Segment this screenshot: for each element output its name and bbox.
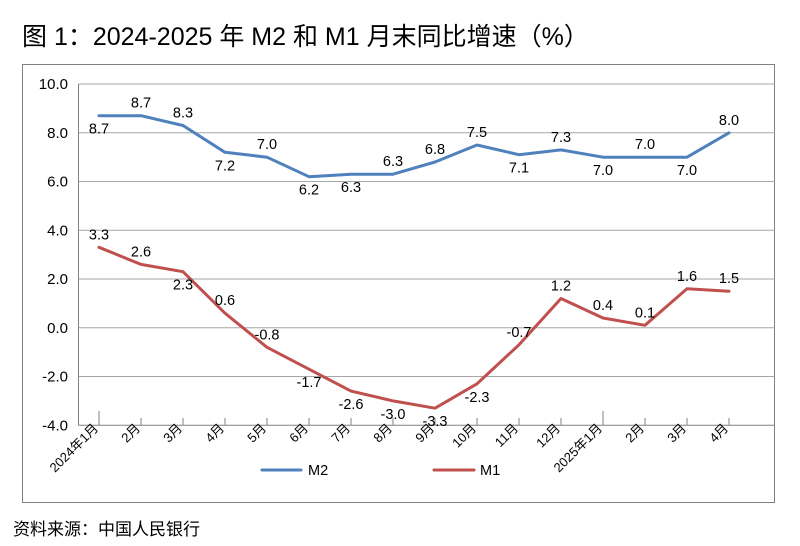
svg-text:6月: 6月 xyxy=(286,421,311,446)
svg-text:1.5: 1.5 xyxy=(719,271,739,287)
svg-text:0.0: 0.0 xyxy=(47,320,68,337)
svg-text:0.6: 0.6 xyxy=(215,293,235,309)
svg-text:8.0: 8.0 xyxy=(719,113,739,129)
svg-text:6.0: 6.0 xyxy=(47,174,68,191)
svg-text:8.7: 8.7 xyxy=(89,122,109,138)
svg-text:2.3: 2.3 xyxy=(173,278,193,294)
svg-text:M1: M1 xyxy=(480,463,500,479)
svg-text:-0.7: -0.7 xyxy=(507,325,532,341)
svg-text:-1.7: -1.7 xyxy=(297,375,322,391)
svg-text:7.5: 7.5 xyxy=(467,125,487,141)
svg-text:4月: 4月 xyxy=(706,421,731,446)
svg-text:3.3: 3.3 xyxy=(89,227,109,243)
svg-text:3月: 3月 xyxy=(160,421,185,446)
svg-text:7月: 7月 xyxy=(328,421,353,446)
svg-text:7.0: 7.0 xyxy=(257,137,277,153)
svg-text:7.2: 7.2 xyxy=(215,158,235,174)
svg-text:8.3: 8.3 xyxy=(173,106,193,122)
svg-text:7.3: 7.3 xyxy=(551,130,571,146)
svg-text:7.0: 7.0 xyxy=(593,163,613,179)
svg-text:2.6: 2.6 xyxy=(131,244,151,260)
svg-text:7.0: 7.0 xyxy=(677,163,697,179)
svg-text:7.1: 7.1 xyxy=(509,161,529,177)
svg-text:2月: 2月 xyxy=(622,421,647,446)
svg-text:10.0: 10.0 xyxy=(39,76,68,93)
svg-text:-2.3: -2.3 xyxy=(465,390,490,406)
svg-text:-0.8: -0.8 xyxy=(255,327,280,343)
svg-text:4月: 4月 xyxy=(202,421,227,446)
svg-text:-2.0: -2.0 xyxy=(42,369,68,386)
svg-text:-2.6: -2.6 xyxy=(339,397,364,413)
svg-text:2月: 2月 xyxy=(118,421,143,446)
svg-text:5月: 5月 xyxy=(244,421,269,446)
svg-text:0.1: 0.1 xyxy=(635,305,655,321)
svg-text:6.3: 6.3 xyxy=(341,180,361,196)
svg-text:6.2: 6.2 xyxy=(299,183,319,199)
svg-text:0.4: 0.4 xyxy=(593,298,613,314)
svg-text:6.8: 6.8 xyxy=(425,142,445,158)
svg-text:3月: 3月 xyxy=(664,421,689,446)
svg-text:8.0: 8.0 xyxy=(47,125,68,142)
svg-text:4.0: 4.0 xyxy=(47,222,68,239)
svg-text:1.2: 1.2 xyxy=(551,279,571,295)
svg-text:-4.0: -4.0 xyxy=(42,417,68,434)
svg-text:1.6: 1.6 xyxy=(677,269,697,285)
svg-text:M2: M2 xyxy=(308,463,328,479)
svg-text:7.0: 7.0 xyxy=(635,137,655,153)
svg-text:6.3: 6.3 xyxy=(383,154,403,170)
svg-text:8.7: 8.7 xyxy=(131,96,151,112)
svg-text:8月: 8月 xyxy=(370,421,395,446)
svg-text:2.0: 2.0 xyxy=(47,271,68,288)
